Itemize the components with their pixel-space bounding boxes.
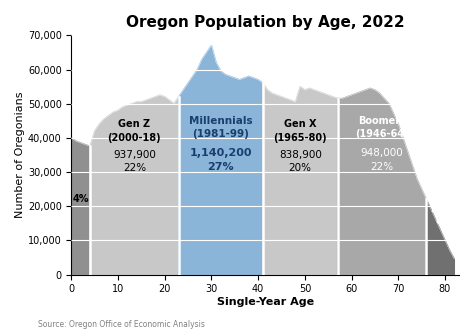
Text: 838,900
20%: 838,900 20% — [279, 150, 322, 173]
Text: Silent
267k
6%: Silent 267k 6% — [428, 193, 457, 226]
Y-axis label: Number of Oregonians: Number of Oregonians — [15, 92, 25, 218]
Text: Source: Oregon Office of Economic Analysis: Source: Oregon Office of Economic Analys… — [38, 320, 205, 329]
Text: 4%: 4% — [73, 194, 89, 205]
Text: Boomers
(1946-64): Boomers (1946-64) — [355, 116, 409, 139]
Title: Oregon Population by Age, 2022: Oregon Population by Age, 2022 — [126, 15, 404, 30]
Polygon shape — [90, 95, 179, 275]
X-axis label: Single-Year Age: Single-Year Age — [217, 297, 314, 307]
Polygon shape — [426, 199, 455, 275]
Text: Millennials
(1981-99): Millennials (1981-99) — [189, 116, 253, 139]
Polygon shape — [263, 83, 337, 275]
Text: Gen Z
(2000-18): Gen Z (2000-18) — [108, 120, 161, 143]
Polygon shape — [337, 88, 426, 275]
Text: Gen X
(1965-80): Gen X (1965-80) — [273, 120, 327, 143]
Text: 1,140,200
27%: 1,140,200 27% — [190, 148, 252, 172]
Polygon shape — [179, 45, 263, 275]
Text: 948,000
22%: 948,000 22% — [361, 148, 403, 172]
Text: 937,900
22%: 937,900 22% — [113, 150, 156, 173]
Polygon shape — [72, 138, 90, 275]
